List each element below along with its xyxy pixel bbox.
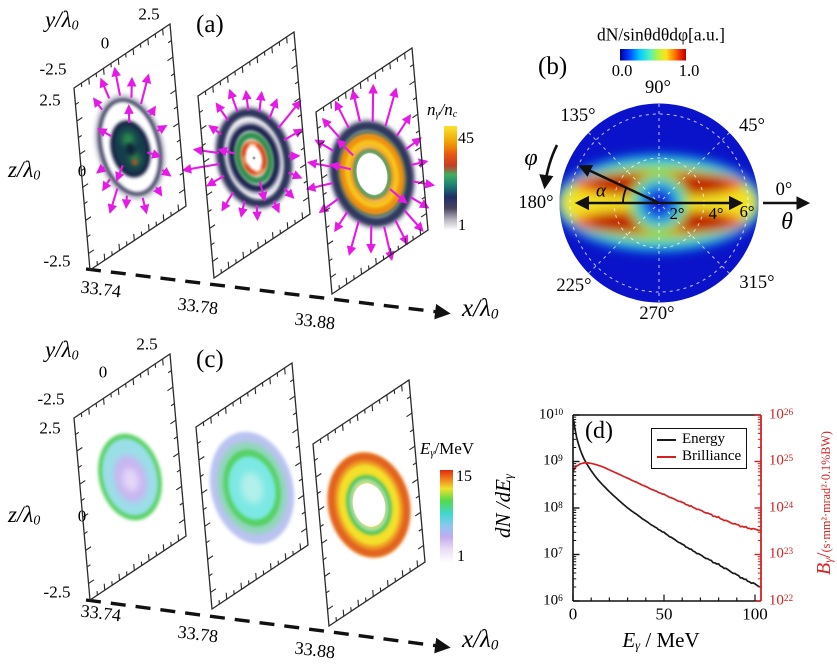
- c-y-tick-m25: -2.5: [37, 389, 65, 409]
- c-z-tick-25: 2.5: [39, 418, 61, 438]
- d-x-axis-label: Eγ / MeV: [622, 628, 700, 653]
- d-xtick-100: 100: [742, 604, 768, 624]
- a-x-tick-1: 33.74: [79, 276, 123, 302]
- curve-energy: [573, 419, 761, 588]
- d-legend-energy-label: Energy: [682, 431, 726, 447]
- d-ytick-right-1e26: 1026: [768, 406, 794, 423]
- colorbar-a: [444, 126, 457, 230]
- colorbar-b: [620, 49, 686, 61]
- a-panel-label: (a): [196, 11, 224, 38]
- b-angle-225: 225°: [556, 275, 592, 296]
- b-angle-315: 315°: [739, 272, 775, 293]
- d-ytick-right-1e25: 1025: [768, 452, 794, 469]
- alpha-angle-arc: [622, 187, 628, 204]
- b-colorbar-max: 1.0: [678, 60, 700, 80]
- b-phi-label: φ: [524, 145, 538, 171]
- b-colorbar-title: dN/sinθdθdφ[a.u.]: [597, 24, 725, 45]
- a-colorbar-max: 45: [458, 130, 474, 147]
- c-y-tick-0: 0: [98, 362, 108, 382]
- panel-c-slice1-heatmap: [98, 433, 162, 521]
- d-ytick-left-1e10: 1010: [538, 406, 564, 423]
- panel-a-slice1-heatmap: [92, 66, 172, 215]
- panel-c-slice3-heatmap: [327, 452, 411, 558]
- d-legend: Energy Brilliance: [651, 428, 747, 469]
- b-radial-4: 4°: [708, 203, 724, 223]
- d-ytick-left-1e9: 109: [543, 452, 563, 469]
- generated-decorations: [73, 22, 761, 628]
- panel-a-slice2-heatmap: [181, 88, 304, 222]
- a-z-tick-25: 2.5: [39, 90, 61, 110]
- c-z-axis-label: z/λ0: [8, 502, 41, 528]
- a-x-axis-label: x/λ0: [462, 295, 499, 323]
- d-ytick-right-1e22: 1022: [768, 592, 794, 609]
- polar-heatmap: [539, 49, 811, 303]
- d-ytick-left-1e8: 108: [543, 499, 563, 516]
- d-left-axis-label: dN /dEγ: [491, 474, 516, 538]
- b-radial-6: 6°: [739, 201, 755, 221]
- panel-a-x-axis-arrow: [85, 267, 451, 320]
- c-panel-label: (c): [196, 346, 224, 373]
- a-y-axis-label: y/λ0: [45, 7, 79, 33]
- panel-c-slice2-heatmap: [209, 431, 295, 545]
- c-x-tick-2: 33.78: [176, 621, 220, 647]
- phi-direction-arrow: [539, 144, 559, 190]
- b-angle-180: 180°: [518, 192, 554, 213]
- a-colorbar-min: 1: [458, 217, 466, 234]
- energy-line-swatch: [657, 438, 676, 441]
- panel-a-slice3-heatmap: [305, 83, 436, 262]
- c-y-axis-label: y/λ0: [45, 337, 79, 363]
- brilliance-line-swatch: [657, 455, 676, 458]
- b-theta-label: θ: [781, 209, 793, 235]
- a-colorbar-label: nγ/nc: [427, 100, 458, 120]
- c-z-tick-m25: -2.5: [43, 582, 71, 602]
- b-angle-0: 0°: [775, 179, 793, 200]
- c-colorbar-max: 15: [456, 468, 472, 485]
- d-xtick-50: 50: [655, 604, 673, 624]
- a-z-axis-label: z/λ0: [8, 157, 41, 183]
- c-x-tick-1: 33.74: [79, 600, 123, 626]
- c-x-tick-3: 33.88: [293, 637, 337, 663]
- b-radial-2: 2°: [669, 203, 685, 223]
- c-colorbar-label: Eγ/MeV: [420, 439, 475, 459]
- a-x-tick-3: 33.88: [293, 308, 337, 334]
- d-ytick-right-1e24: 1024: [768, 499, 794, 516]
- d-legend-row-brilliance: Brilliance: [657, 448, 742, 465]
- b-angle-45: 45°: [739, 115, 765, 136]
- c-y-tick-25: 2.5: [136, 334, 158, 354]
- a-z-tick-0: 0: [77, 161, 87, 181]
- c-x-axis-label: x/λ0: [462, 626, 499, 654]
- d-panel-label: (d): [585, 418, 613, 444]
- a-y-tick-25: 2.5: [138, 4, 160, 24]
- a-z-tick-m25: -2.5: [43, 251, 71, 271]
- d-xtick-0: 0: [568, 604, 578, 624]
- c-colorbar-min: 1: [457, 548, 465, 565]
- b-angle-90: 90°: [645, 77, 671, 98]
- b-alpha-label: α: [596, 180, 606, 202]
- b-colorbar-min: 0.0: [611, 60, 633, 80]
- b-angle-270: 270°: [639, 303, 675, 324]
- b-angle-135: 135°: [560, 105, 596, 126]
- a-y-tick-0: 0: [100, 33, 110, 53]
- d-legend-row-energy: Energy: [657, 431, 742, 448]
- b-panel-label: (b): [538, 53, 568, 80]
- d-right-axis-label: Bγ/(s·mm²·mrad²·0.1%BW): [812, 431, 836, 575]
- alpha-direction-arrow: [578, 164, 660, 205]
- d-ytick-right-1e23: 1023: [768, 545, 794, 562]
- colorbar-c: [440, 470, 453, 563]
- curve-brilliance: [573, 462, 761, 532]
- d-legend-brilliance-label: Brilliance: [682, 448, 742, 464]
- c-z-tick-0: 0: [77, 506, 87, 526]
- a-x-tick-2: 33.78: [176, 293, 220, 319]
- d-ytick-left-1e7: 107: [543, 545, 563, 562]
- d-ytick-left-1e6: 106: [543, 592, 563, 609]
- panel-c-x-axis-arrow: [85, 598, 451, 654]
- a-y-tick-m25: -2.5: [39, 59, 67, 79]
